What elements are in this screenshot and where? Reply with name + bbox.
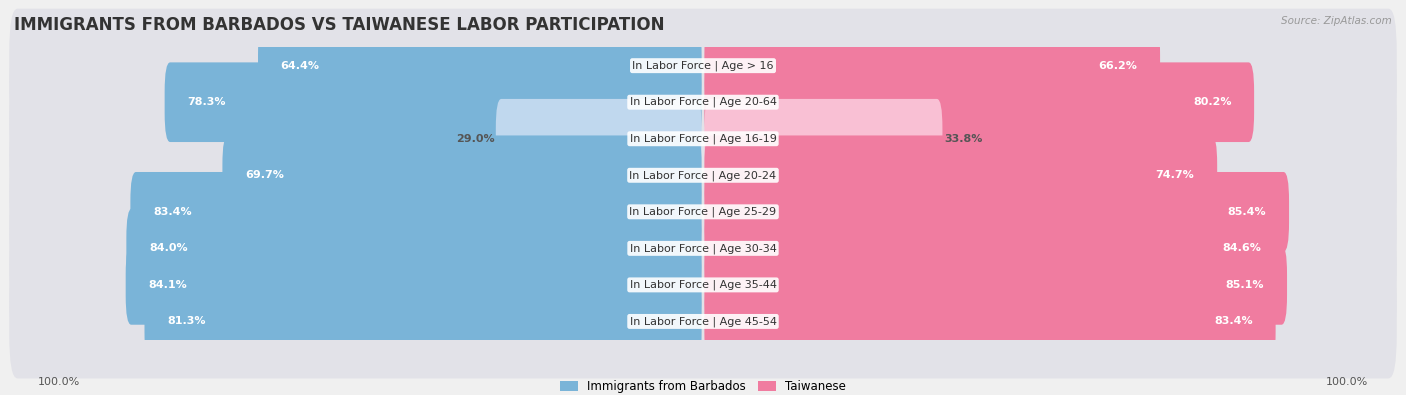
Text: 84.0%: 84.0%	[149, 243, 188, 253]
FancyBboxPatch shape	[165, 62, 702, 142]
Text: 64.4%: 64.4%	[281, 61, 319, 71]
FancyBboxPatch shape	[125, 245, 702, 325]
FancyBboxPatch shape	[145, 282, 702, 361]
FancyBboxPatch shape	[704, 99, 942, 179]
Text: IMMIGRANTS FROM BARBADOS VS TAIWANESE LABOR PARTICIPATION: IMMIGRANTS FROM BARBADOS VS TAIWANESE LA…	[14, 16, 665, 34]
FancyBboxPatch shape	[10, 191, 1396, 305]
FancyBboxPatch shape	[222, 135, 702, 215]
Text: 100.0%: 100.0%	[1326, 377, 1368, 387]
FancyBboxPatch shape	[10, 155, 1396, 269]
Text: 84.1%: 84.1%	[149, 280, 187, 290]
Text: In Labor Force | Age 30-34: In Labor Force | Age 30-34	[630, 243, 776, 254]
Text: 100.0%: 100.0%	[38, 377, 80, 387]
Text: Source: ZipAtlas.com: Source: ZipAtlas.com	[1281, 16, 1392, 26]
Text: 83.4%: 83.4%	[153, 207, 191, 217]
Text: 69.7%: 69.7%	[245, 170, 284, 180]
Text: In Labor Force | Age 35-44: In Labor Force | Age 35-44	[630, 280, 776, 290]
Text: 83.4%: 83.4%	[1215, 316, 1253, 326]
Text: In Labor Force | Age > 16: In Labor Force | Age > 16	[633, 60, 773, 71]
Text: 29.0%: 29.0%	[456, 134, 495, 144]
Text: 80.2%: 80.2%	[1192, 97, 1232, 107]
FancyBboxPatch shape	[10, 228, 1396, 342]
FancyBboxPatch shape	[10, 9, 1396, 123]
FancyBboxPatch shape	[10, 118, 1396, 232]
FancyBboxPatch shape	[704, 62, 1254, 142]
Text: 84.6%: 84.6%	[1222, 243, 1261, 253]
FancyBboxPatch shape	[10, 82, 1396, 196]
FancyBboxPatch shape	[10, 45, 1396, 159]
FancyBboxPatch shape	[704, 209, 1284, 288]
FancyBboxPatch shape	[704, 282, 1275, 361]
Text: In Labor Force | Age 20-24: In Labor Force | Age 20-24	[630, 170, 776, 181]
FancyBboxPatch shape	[131, 172, 702, 252]
FancyBboxPatch shape	[704, 135, 1218, 215]
FancyBboxPatch shape	[259, 26, 702, 105]
Text: 85.4%: 85.4%	[1227, 207, 1267, 217]
Text: In Labor Force | Age 16-19: In Labor Force | Age 16-19	[630, 134, 776, 144]
Text: 81.3%: 81.3%	[167, 316, 205, 326]
Text: In Labor Force | Age 20-64: In Labor Force | Age 20-64	[630, 97, 776, 107]
Text: 33.8%: 33.8%	[943, 134, 983, 144]
Legend: Immigrants from Barbados, Taiwanese: Immigrants from Barbados, Taiwanese	[555, 376, 851, 395]
Text: 85.1%: 85.1%	[1226, 280, 1264, 290]
Text: In Labor Force | Age 45-54: In Labor Force | Age 45-54	[630, 316, 776, 327]
Text: 74.7%: 74.7%	[1156, 170, 1195, 180]
Text: In Labor Force | Age 25-29: In Labor Force | Age 25-29	[630, 207, 776, 217]
FancyBboxPatch shape	[704, 172, 1289, 252]
Text: 66.2%: 66.2%	[1098, 61, 1137, 71]
FancyBboxPatch shape	[10, 264, 1396, 378]
FancyBboxPatch shape	[127, 209, 702, 288]
FancyBboxPatch shape	[704, 26, 1160, 105]
FancyBboxPatch shape	[704, 245, 1286, 325]
Text: 78.3%: 78.3%	[187, 97, 226, 107]
FancyBboxPatch shape	[496, 99, 702, 179]
